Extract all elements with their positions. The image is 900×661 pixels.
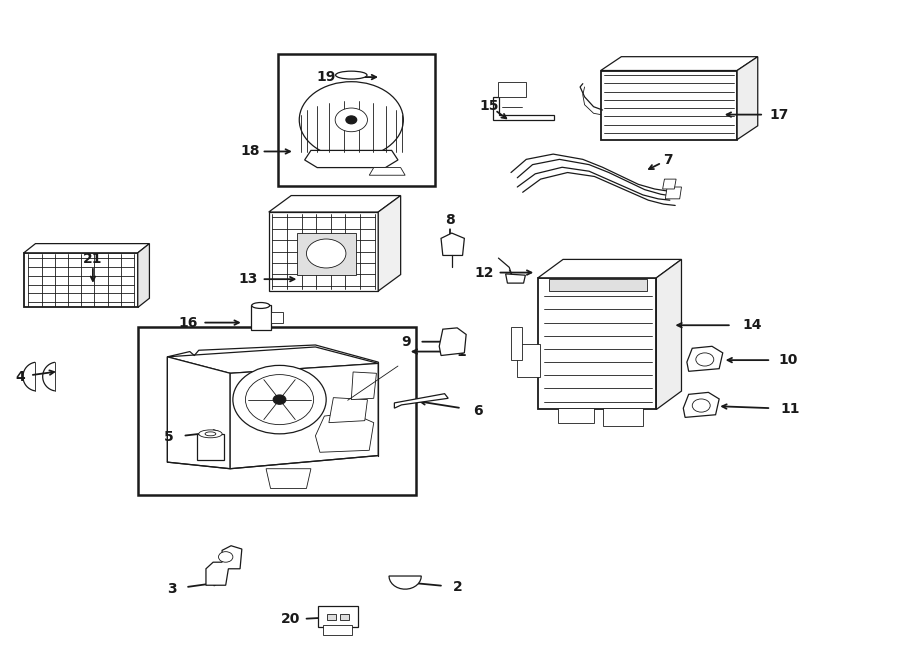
- Circle shape: [300, 82, 403, 158]
- Text: 8: 8: [446, 213, 454, 227]
- Polygon shape: [138, 244, 149, 307]
- Bar: [339, 613, 348, 620]
- Circle shape: [696, 353, 714, 366]
- Polygon shape: [439, 328, 466, 356]
- Polygon shape: [266, 469, 310, 488]
- Text: 15: 15: [480, 99, 500, 113]
- Polygon shape: [394, 394, 448, 408]
- Polygon shape: [662, 179, 676, 189]
- Polygon shape: [493, 97, 554, 120]
- Text: 4: 4: [15, 369, 25, 383]
- Polygon shape: [665, 187, 681, 199]
- Circle shape: [692, 399, 710, 412]
- Polygon shape: [518, 344, 540, 377]
- Ellipse shape: [336, 71, 367, 79]
- Text: 5: 5: [164, 430, 174, 444]
- Text: 11: 11: [780, 402, 800, 416]
- Polygon shape: [511, 327, 522, 360]
- Text: 3: 3: [167, 582, 177, 596]
- Polygon shape: [271, 312, 284, 323]
- Circle shape: [274, 395, 286, 405]
- Polygon shape: [23, 253, 138, 307]
- Text: 2: 2: [454, 580, 463, 594]
- Circle shape: [306, 239, 346, 268]
- Bar: [251, 305, 271, 330]
- Polygon shape: [167, 347, 378, 373]
- Polygon shape: [298, 233, 356, 274]
- Text: 21: 21: [83, 252, 103, 266]
- Polygon shape: [600, 71, 737, 139]
- Text: 13: 13: [238, 272, 258, 286]
- Ellipse shape: [205, 432, 216, 436]
- Polygon shape: [602, 408, 643, 426]
- Polygon shape: [683, 393, 719, 417]
- Text: 7: 7: [663, 153, 672, 167]
- Bar: [278, 54, 435, 186]
- Circle shape: [346, 116, 356, 124]
- Bar: [327, 613, 336, 620]
- Circle shape: [219, 552, 233, 563]
- Text: 9: 9: [401, 334, 411, 349]
- Bar: [318, 605, 357, 627]
- Text: 16: 16: [178, 315, 198, 330]
- Ellipse shape: [199, 430, 222, 438]
- Text: 6: 6: [472, 404, 482, 418]
- Polygon shape: [378, 196, 400, 291]
- Polygon shape: [506, 274, 526, 283]
- Polygon shape: [269, 212, 378, 291]
- Polygon shape: [549, 279, 647, 291]
- Text: 1: 1: [456, 344, 466, 358]
- Text: 10: 10: [778, 353, 798, 367]
- Polygon shape: [351, 372, 376, 400]
- Polygon shape: [600, 57, 758, 71]
- Text: 17: 17: [770, 108, 788, 122]
- Polygon shape: [538, 259, 681, 278]
- Polygon shape: [230, 364, 378, 469]
- Bar: [197, 434, 224, 460]
- Polygon shape: [206, 546, 242, 585]
- Polygon shape: [441, 233, 464, 255]
- Polygon shape: [23, 244, 149, 253]
- Circle shape: [335, 108, 367, 132]
- Polygon shape: [389, 576, 421, 589]
- Polygon shape: [558, 408, 594, 422]
- Text: 14: 14: [742, 318, 762, 332]
- Polygon shape: [498, 83, 526, 97]
- Bar: [138, 327, 416, 495]
- Circle shape: [246, 375, 313, 424]
- Circle shape: [233, 366, 326, 434]
- Polygon shape: [538, 278, 656, 409]
- Polygon shape: [369, 168, 405, 175]
- Polygon shape: [656, 259, 681, 409]
- Text: 20: 20: [281, 613, 301, 627]
- Polygon shape: [737, 57, 758, 139]
- Bar: [323, 625, 352, 635]
- Polygon shape: [304, 151, 398, 168]
- Text: 12: 12: [474, 266, 494, 280]
- Polygon shape: [328, 398, 367, 422]
- Ellipse shape: [252, 303, 270, 309]
- Text: 18: 18: [240, 145, 260, 159]
- Polygon shape: [315, 412, 374, 452]
- Polygon shape: [269, 196, 400, 212]
- Text: 19: 19: [317, 70, 336, 84]
- Polygon shape: [167, 357, 230, 469]
- Polygon shape: [687, 346, 723, 371]
